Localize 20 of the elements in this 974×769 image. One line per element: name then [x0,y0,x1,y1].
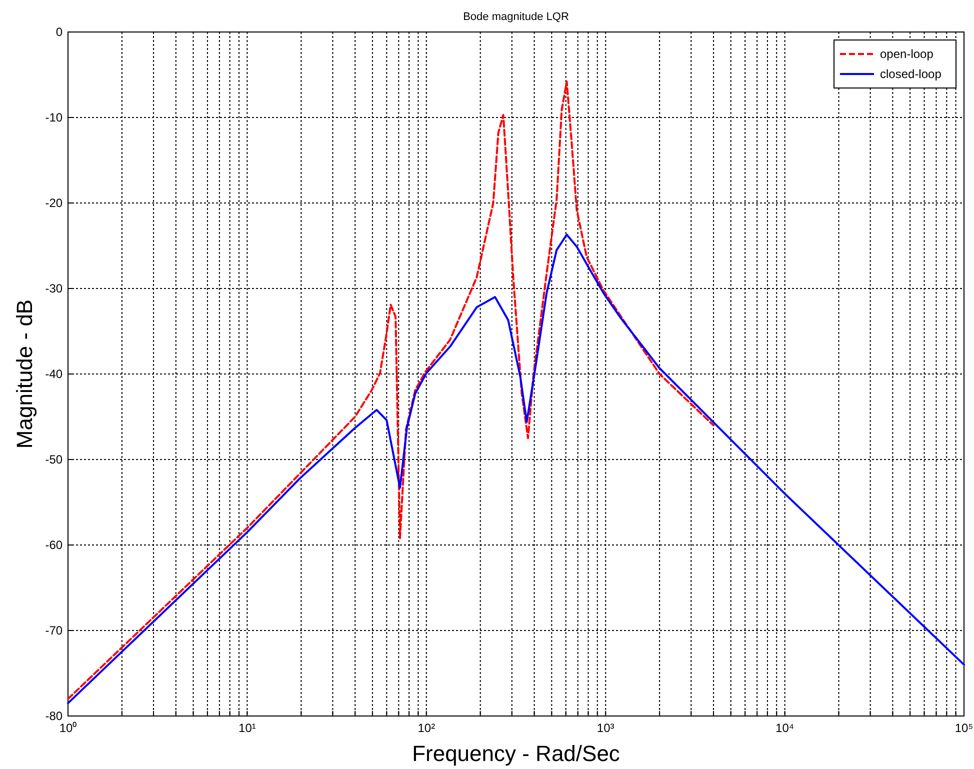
x-tick-label: 10¹ [238,721,256,736]
x-tick-label: 10² [418,721,436,736]
x-tick-label: 10³ [596,721,614,736]
y-tick-label: -50 [45,452,63,466]
y-tick-label: -20 [45,196,63,210]
x-axis-title: Frequency - Rad/Sec [412,741,620,766]
y-tick-label: -70 [45,623,63,638]
y-axis-title: Magnitude - dB [12,299,37,449]
x-tick-label: 10⁴ [776,721,794,736]
chart-title: Bode magnitude LQR [463,11,569,23]
legend-label: open-loop [880,47,934,61]
y-tick-label: -10 [45,110,63,124]
y-tick-label: -60 [45,538,63,552]
y-tick-label: -40 [45,366,63,381]
y-tick-label: 0 [56,24,63,39]
y-tick-label: -30 [45,281,63,296]
legend-label: closed-loop [880,67,942,81]
x-tick-label: 10⁰ [59,721,77,736]
y-tick-label: -80 [45,708,63,723]
x-tick-label: 10⁵ [954,721,974,736]
